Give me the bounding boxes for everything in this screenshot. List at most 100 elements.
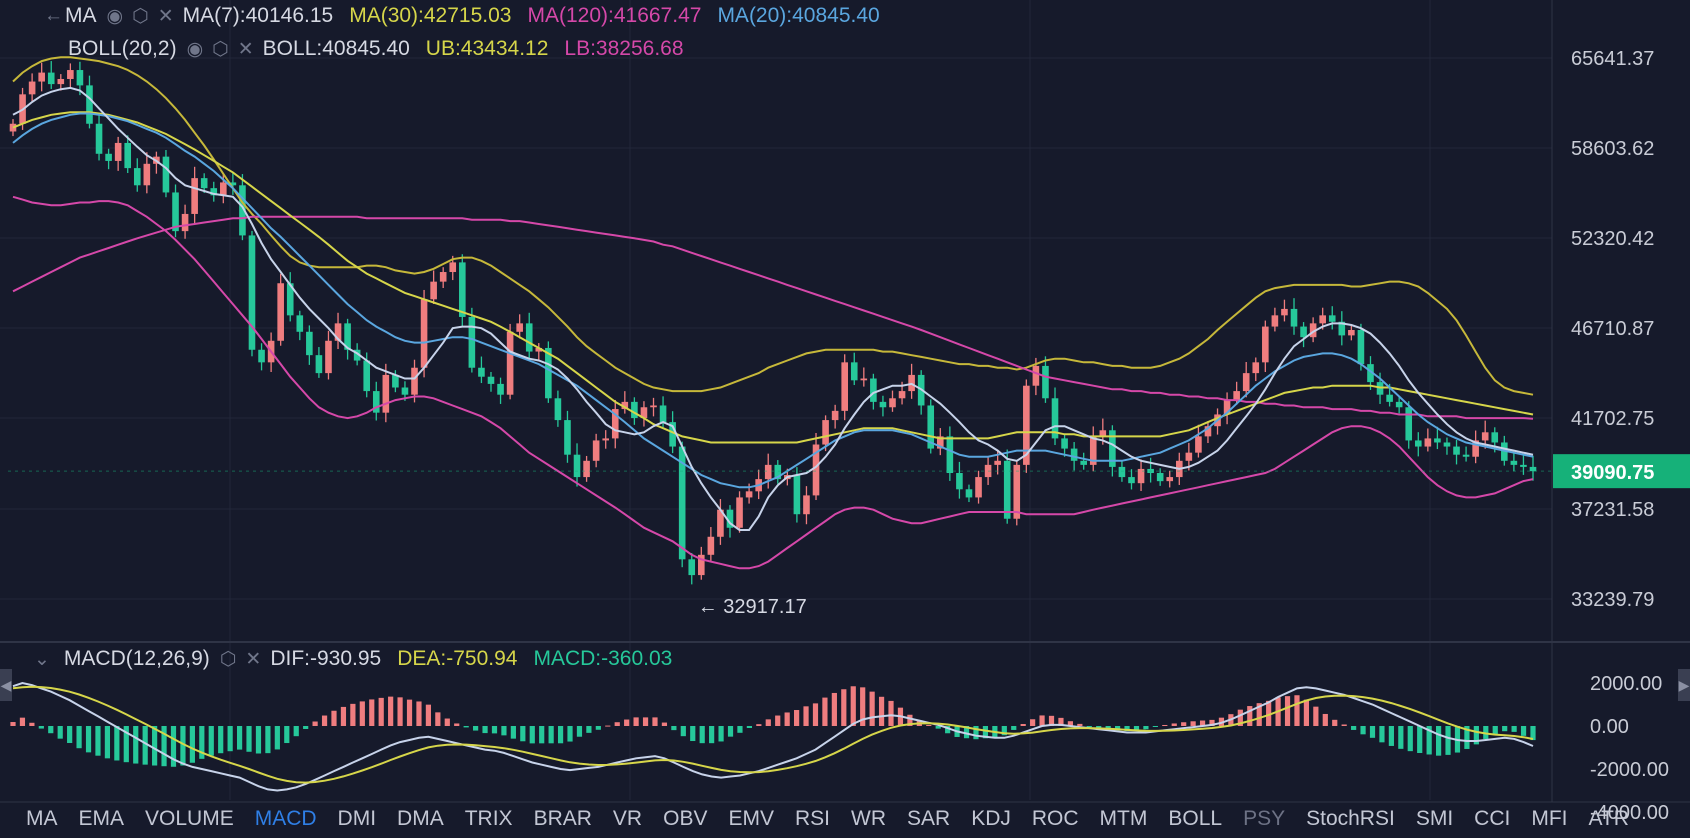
tab-volume[interactable]: VOLUME — [145, 807, 234, 830]
macd-legend-name: MACD(12,26,9) — [63, 647, 210, 670]
candle-body — [258, 349, 265, 363]
candle-body — [1137, 468, 1145, 484]
macd-bar — [633, 717, 639, 726]
tab-wr[interactable]: WR — [851, 807, 886, 830]
macd-bar — [614, 722, 620, 726]
tab-smi[interactable]: SMI — [1415, 807, 1454, 830]
candle-body — [564, 420, 571, 455]
macd-bar — [180, 726, 186, 766]
eye-icon[interactable]: ◉ — [106, 5, 124, 27]
tab-macd[interactable]: MACD — [254, 807, 317, 830]
macd-bar — [501, 726, 507, 736]
tab-roc[interactable]: ROC — [1031, 807, 1079, 830]
tab-mtm[interactable]: MTM — [1099, 807, 1148, 830]
chevron-down-icon[interactable]: ⌄ — [34, 648, 50, 670]
close-icon[interactable]: ✕ — [157, 5, 174, 27]
collapse-arrow-icon[interactable]: ← — [44, 5, 63, 26]
candle-body — [296, 315, 304, 332]
candle-body — [1156, 473, 1164, 482]
settings-icon[interactable]: ⬡ — [212, 38, 229, 60]
candle-body — [1328, 315, 1336, 322]
boll-upper-line — [12, 56, 1534, 396]
tab-emv[interactable]: EMV — [728, 807, 774, 830]
candle-body — [822, 420, 829, 445]
scroll-right-button[interactable]: ▶ — [1678, 669, 1690, 701]
candle-body — [353, 349, 361, 361]
macd-bar — [1143, 726, 1149, 730]
candle-body — [162, 156, 170, 193]
settings-icon[interactable]: ⬡ — [219, 648, 237, 670]
eye-icon[interactable]: ◉ — [186, 38, 204, 60]
candle-body — [956, 473, 963, 490]
tab-ema[interactable]: EMA — [78, 807, 125, 830]
macd-bar — [293, 726, 299, 737]
candle-body — [1520, 464, 1527, 467]
macd-bar — [576, 726, 583, 737]
tab-brar[interactable]: BRAR — [533, 807, 592, 830]
candle-body — [1080, 460, 1087, 465]
candle-body — [975, 477, 982, 498]
macd-bar — [605, 725, 611, 727]
macd-bar — [935, 726, 941, 729]
tab-atr[interactable]: ATR — [1588, 807, 1629, 830]
candle-body — [850, 362, 858, 381]
tab-psy[interactable]: PSY — [1243, 807, 1286, 830]
close-icon[interactable]: ✕ — [237, 38, 254, 60]
ma-legend-name: MA — [65, 4, 97, 27]
macd-tick-label: -2000.00 — [1590, 759, 1669, 781]
tab-dmi[interactable]: DMI — [337, 807, 377, 830]
tab-ma[interactable]: MA — [26, 807, 58, 830]
candle-body — [860, 378, 868, 381]
dea-line — [12, 685, 1534, 784]
tab-cci[interactable]: CCI — [1474, 807, 1511, 830]
candle-body — [1032, 365, 1040, 386]
tab-stochrsi[interactable]: StochRSI — [1306, 807, 1395, 830]
tab-trix[interactable]: TRIX — [464, 807, 513, 830]
macd-bar — [1162, 724, 1168, 726]
tab-vr[interactable]: VR — [612, 807, 643, 830]
candle-body — [401, 387, 409, 395]
macd-bar — [888, 700, 894, 726]
macd-bar — [1284, 696, 1291, 726]
candle-body — [1061, 438, 1068, 449]
macd-bar — [1133, 726, 1140, 731]
tab-boll[interactable]: BOLL — [1168, 807, 1223, 830]
tab-sar[interactable]: SAR — [907, 807, 951, 830]
boll-legend-name: BOLL(20,2) — [68, 37, 177, 60]
tab-dma[interactable]: DMA — [397, 807, 444, 830]
boll-ub-value: UB:43434.12 — [425, 37, 549, 60]
candle-body — [640, 407, 648, 419]
macd-bar — [1417, 726, 1423, 753]
macd-bar — [548, 726, 554, 744]
macd-bar — [104, 726, 111, 759]
macd-bar — [1332, 719, 1338, 726]
candle-body — [583, 460, 590, 478]
scroll-left-button[interactable]: ◀ — [0, 669, 12, 701]
macd-bar — [1426, 726, 1432, 755]
candle-body — [898, 391, 906, 399]
candle-body — [430, 281, 437, 300]
macd-tick-label: -4000.00 — [1590, 802, 1669, 824]
macd-bar — [1464, 726, 1470, 749]
macd-bar — [1407, 726, 1413, 752]
candle-body — [1290, 308, 1298, 327]
candle-body — [1252, 362, 1260, 374]
macd-bar — [444, 718, 450, 726]
tab-mfi[interactable]: MFI — [1531, 807, 1568, 830]
close-icon[interactable]: ✕ — [245, 648, 262, 670]
tab-obv[interactable]: OBV — [663, 807, 708, 830]
candle-body — [1338, 321, 1346, 336]
macd-bar — [737, 726, 743, 733]
macd-bar — [1039, 715, 1045, 726]
candle-body — [745, 491, 753, 498]
tab-kdj[interactable]: KDJ — [971, 807, 1011, 830]
macd-bar — [982, 726, 989, 739]
candle-body — [449, 262, 457, 273]
macd-bar — [1398, 726, 1404, 749]
candle-body — [1204, 426, 1212, 437]
candle-body — [1242, 373, 1250, 392]
settings-icon[interactable]: ⬡ — [132, 5, 149, 27]
tab-rsi[interactable]: RSI — [794, 807, 830, 830]
